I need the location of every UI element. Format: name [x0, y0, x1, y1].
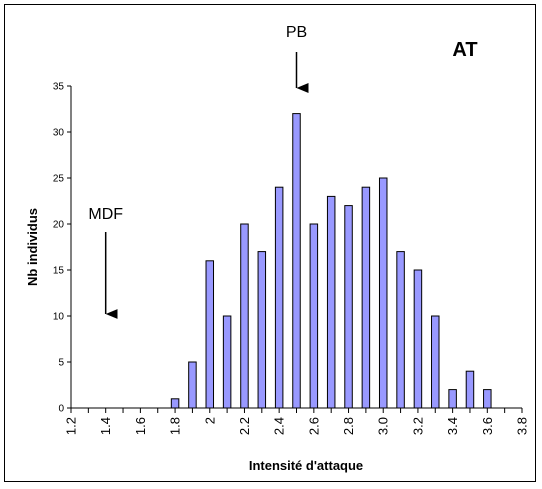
- bar: [466, 371, 474, 408]
- y-tick-label: 20: [53, 220, 65, 231]
- y-tick-label: 35: [53, 82, 65, 93]
- bar: [275, 187, 283, 408]
- x-tick-label: 3.6: [480, 417, 495, 435]
- x-tick-label: 2: [202, 417, 217, 424]
- bar: [258, 252, 266, 408]
- bar: [397, 252, 405, 408]
- bar: [241, 224, 249, 408]
- y-axis-title: Nb individus: [25, 208, 40, 286]
- bar: [206, 261, 214, 408]
- x-tick-label: 1.2: [64, 417, 79, 435]
- annotation-label: PB: [286, 24, 307, 41]
- x-tick-label: 2.6: [306, 417, 321, 435]
- y-tick-label: 30: [53, 128, 65, 139]
- annotations: PB MDF: [88, 24, 307, 314]
- x-tick-label: 1.8: [168, 417, 183, 435]
- y-tick-label: 5: [58, 358, 64, 369]
- bar: [223, 316, 231, 408]
- x-axis-title: Intensité d'attaque: [249, 458, 363, 473]
- bar: [345, 206, 353, 408]
- x-ticks: 1.2 1.4 1.6 1.8 2 2.2 2.4 2.6 2.8 3.0 3.2 3.4 3.6 3.8: [64, 408, 530, 435]
- bar: [484, 390, 492, 408]
- y-tick-label: 0: [58, 404, 64, 415]
- x-tick-label: 1.6: [133, 417, 148, 435]
- bar: [414, 270, 422, 408]
- bar: [379, 178, 387, 408]
- panel-label: AT: [452, 39, 477, 61]
- bar: [189, 362, 197, 408]
- bar: [293, 114, 301, 408]
- x-tick-label: 3.4: [445, 417, 460, 435]
- y-ticks: 0 5 10 15 20 25 30 35: [53, 82, 71, 415]
- y-tick-label: 25: [53, 174, 65, 185]
- y-tick-label: 10: [53, 312, 65, 323]
- bar: [362, 187, 370, 408]
- bars-layer: [171, 114, 491, 408]
- x-tick-label: 2.2: [237, 417, 252, 435]
- bar: [449, 390, 457, 408]
- x-tick-label: 3.0: [376, 417, 391, 435]
- y-tick-label: 15: [53, 266, 65, 277]
- bar: [171, 399, 179, 408]
- x-tick-label: 3.8: [515, 417, 530, 435]
- x-tick-label: 1.4: [98, 417, 113, 435]
- x-tick-label: 2.4: [272, 417, 287, 435]
- x-tick-label: 3.2: [410, 417, 425, 435]
- bar: [432, 316, 440, 408]
- bar: [327, 196, 335, 408]
- x-tick-label: 2.8: [341, 417, 356, 435]
- bar: [310, 224, 318, 408]
- annotation-label: MDF: [88, 206, 123, 223]
